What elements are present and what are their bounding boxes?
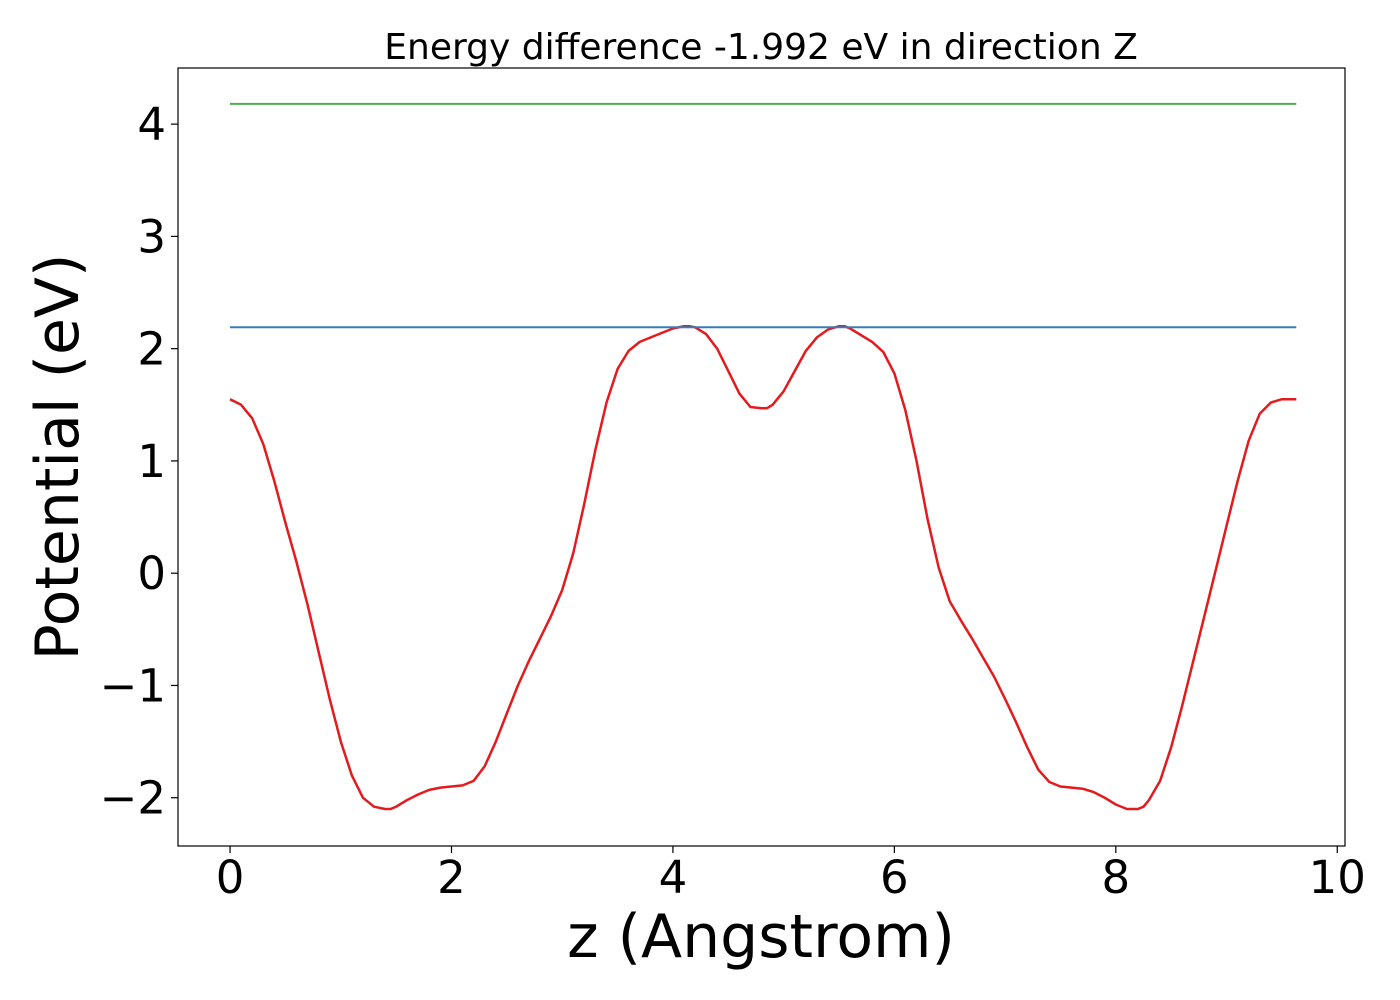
chart-title: Energy difference -1.992 eV in direction… bbox=[384, 27, 1138, 68]
x-tick-label: 8 bbox=[1101, 851, 1130, 904]
y-tick-label: 4 bbox=[137, 98, 166, 151]
y-tick-label: 0 bbox=[137, 547, 166, 600]
x-tick-label: 4 bbox=[659, 851, 688, 904]
series-layer bbox=[229, 102, 1297, 811]
x-tick-label: 6 bbox=[880, 851, 909, 904]
x-axis: 0 2 4 6 8 10 bbox=[216, 846, 1366, 904]
series-line-0 bbox=[229, 324, 1297, 811]
x-tick-label: 2 bbox=[437, 851, 466, 904]
y-tick-label: 1 bbox=[137, 435, 166, 488]
y-axis: −2 −1 0 1 2 3 4 bbox=[100, 98, 178, 825]
y-tick-label: 2 bbox=[137, 323, 166, 376]
x-tick-label: 0 bbox=[216, 851, 245, 904]
x-axis-label: z (Angstrom) bbox=[567, 902, 955, 972]
x-tick-label: 10 bbox=[1309, 851, 1366, 904]
y-tick-label: −1 bbox=[100, 659, 166, 712]
y-tick-label: −2 bbox=[100, 772, 166, 825]
y-axis-label: Potential (eV) bbox=[23, 254, 93, 661]
plot-frame bbox=[177, 67, 1346, 847]
y-tick-label: 3 bbox=[137, 210, 166, 263]
